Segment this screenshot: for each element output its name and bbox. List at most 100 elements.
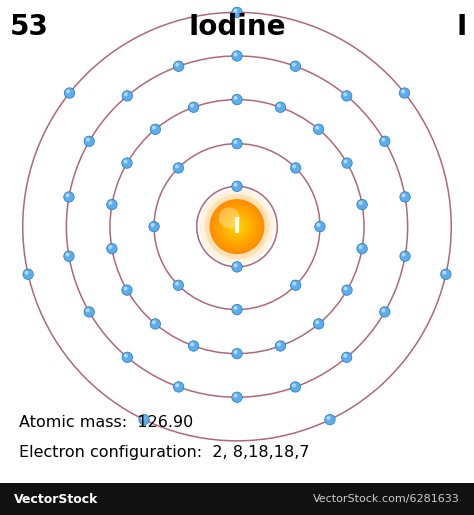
Ellipse shape bbox=[175, 63, 179, 66]
Ellipse shape bbox=[221, 211, 253, 243]
Ellipse shape bbox=[84, 307, 94, 317]
Ellipse shape bbox=[292, 282, 296, 286]
Ellipse shape bbox=[401, 194, 406, 197]
Ellipse shape bbox=[400, 251, 410, 262]
Ellipse shape bbox=[219, 208, 240, 228]
Ellipse shape bbox=[220, 210, 254, 243]
Ellipse shape bbox=[290, 61, 301, 72]
Ellipse shape bbox=[231, 221, 243, 232]
Ellipse shape bbox=[359, 245, 363, 249]
Ellipse shape bbox=[141, 416, 145, 420]
Ellipse shape bbox=[212, 202, 262, 251]
Ellipse shape bbox=[205, 194, 269, 259]
Ellipse shape bbox=[124, 354, 128, 358]
Ellipse shape bbox=[109, 245, 112, 249]
Ellipse shape bbox=[232, 222, 242, 231]
Ellipse shape bbox=[175, 383, 179, 387]
Ellipse shape bbox=[107, 199, 117, 210]
Ellipse shape bbox=[275, 341, 286, 351]
Ellipse shape bbox=[399, 88, 410, 98]
Ellipse shape bbox=[236, 225, 238, 228]
Ellipse shape bbox=[152, 320, 156, 324]
Ellipse shape bbox=[219, 209, 255, 245]
Ellipse shape bbox=[173, 382, 184, 392]
Ellipse shape bbox=[173, 280, 183, 290]
Ellipse shape bbox=[234, 263, 237, 267]
Ellipse shape bbox=[122, 352, 133, 363]
Ellipse shape bbox=[225, 215, 249, 238]
Ellipse shape bbox=[341, 352, 352, 363]
Ellipse shape bbox=[234, 224, 240, 229]
Ellipse shape bbox=[227, 216, 247, 237]
Ellipse shape bbox=[229, 219, 245, 234]
Text: I: I bbox=[456, 13, 467, 41]
Ellipse shape bbox=[315, 320, 319, 324]
Ellipse shape bbox=[313, 319, 324, 329]
Ellipse shape bbox=[317, 223, 320, 227]
Ellipse shape bbox=[223, 212, 251, 241]
Ellipse shape bbox=[232, 304, 242, 315]
Ellipse shape bbox=[215, 204, 259, 249]
Ellipse shape bbox=[441, 269, 451, 280]
Ellipse shape bbox=[344, 160, 347, 163]
Ellipse shape bbox=[234, 9, 237, 13]
Text: Iodine: Iodine bbox=[188, 13, 286, 41]
Ellipse shape bbox=[213, 202, 261, 251]
Text: VectorStock.com/6281633: VectorStock.com/6281633 bbox=[313, 494, 460, 504]
Ellipse shape bbox=[25, 271, 28, 274]
Ellipse shape bbox=[292, 164, 296, 168]
Ellipse shape bbox=[122, 91, 133, 101]
Ellipse shape bbox=[234, 306, 237, 310]
Ellipse shape bbox=[139, 415, 149, 425]
Ellipse shape bbox=[292, 383, 296, 387]
Ellipse shape bbox=[109, 201, 112, 205]
Ellipse shape bbox=[232, 262, 242, 272]
Ellipse shape bbox=[442, 271, 447, 274]
Text: Atomic mass:  126.90: Atomic mass: 126.90 bbox=[19, 415, 193, 430]
Ellipse shape bbox=[343, 354, 347, 358]
Ellipse shape bbox=[232, 139, 242, 149]
Ellipse shape bbox=[150, 124, 161, 134]
Ellipse shape bbox=[216, 206, 258, 247]
Ellipse shape bbox=[188, 102, 199, 112]
Ellipse shape bbox=[315, 221, 325, 232]
Ellipse shape bbox=[124, 92, 128, 96]
Ellipse shape bbox=[232, 94, 242, 105]
Ellipse shape bbox=[401, 90, 405, 93]
Ellipse shape bbox=[23, 269, 33, 280]
Ellipse shape bbox=[200, 190, 274, 264]
Ellipse shape bbox=[291, 280, 301, 290]
Ellipse shape bbox=[277, 104, 281, 108]
Ellipse shape bbox=[66, 90, 70, 93]
Ellipse shape bbox=[275, 102, 286, 112]
Ellipse shape bbox=[343, 92, 347, 96]
Ellipse shape bbox=[211, 201, 263, 252]
Ellipse shape bbox=[86, 308, 90, 312]
Ellipse shape bbox=[188, 341, 199, 351]
Ellipse shape bbox=[152, 126, 156, 130]
Ellipse shape bbox=[234, 53, 237, 56]
Ellipse shape bbox=[149, 221, 159, 232]
Ellipse shape bbox=[65, 253, 70, 256]
Ellipse shape bbox=[357, 244, 367, 254]
Ellipse shape bbox=[313, 124, 324, 134]
Ellipse shape bbox=[234, 140, 237, 144]
Ellipse shape bbox=[342, 285, 352, 295]
Ellipse shape bbox=[382, 308, 385, 312]
Ellipse shape bbox=[277, 342, 281, 347]
Ellipse shape bbox=[232, 7, 242, 18]
Text: VectorStock: VectorStock bbox=[14, 492, 99, 506]
Ellipse shape bbox=[214, 203, 260, 250]
Ellipse shape bbox=[325, 415, 335, 425]
Ellipse shape bbox=[341, 91, 352, 101]
Ellipse shape bbox=[210, 200, 264, 253]
Bar bbox=[0, 483, 474, 515]
Ellipse shape bbox=[290, 382, 301, 392]
Ellipse shape bbox=[222, 212, 252, 242]
Ellipse shape bbox=[124, 160, 128, 163]
Ellipse shape bbox=[65, 194, 70, 197]
Ellipse shape bbox=[219, 208, 255, 245]
Ellipse shape bbox=[150, 319, 161, 329]
Ellipse shape bbox=[210, 199, 264, 254]
Ellipse shape bbox=[400, 192, 410, 202]
